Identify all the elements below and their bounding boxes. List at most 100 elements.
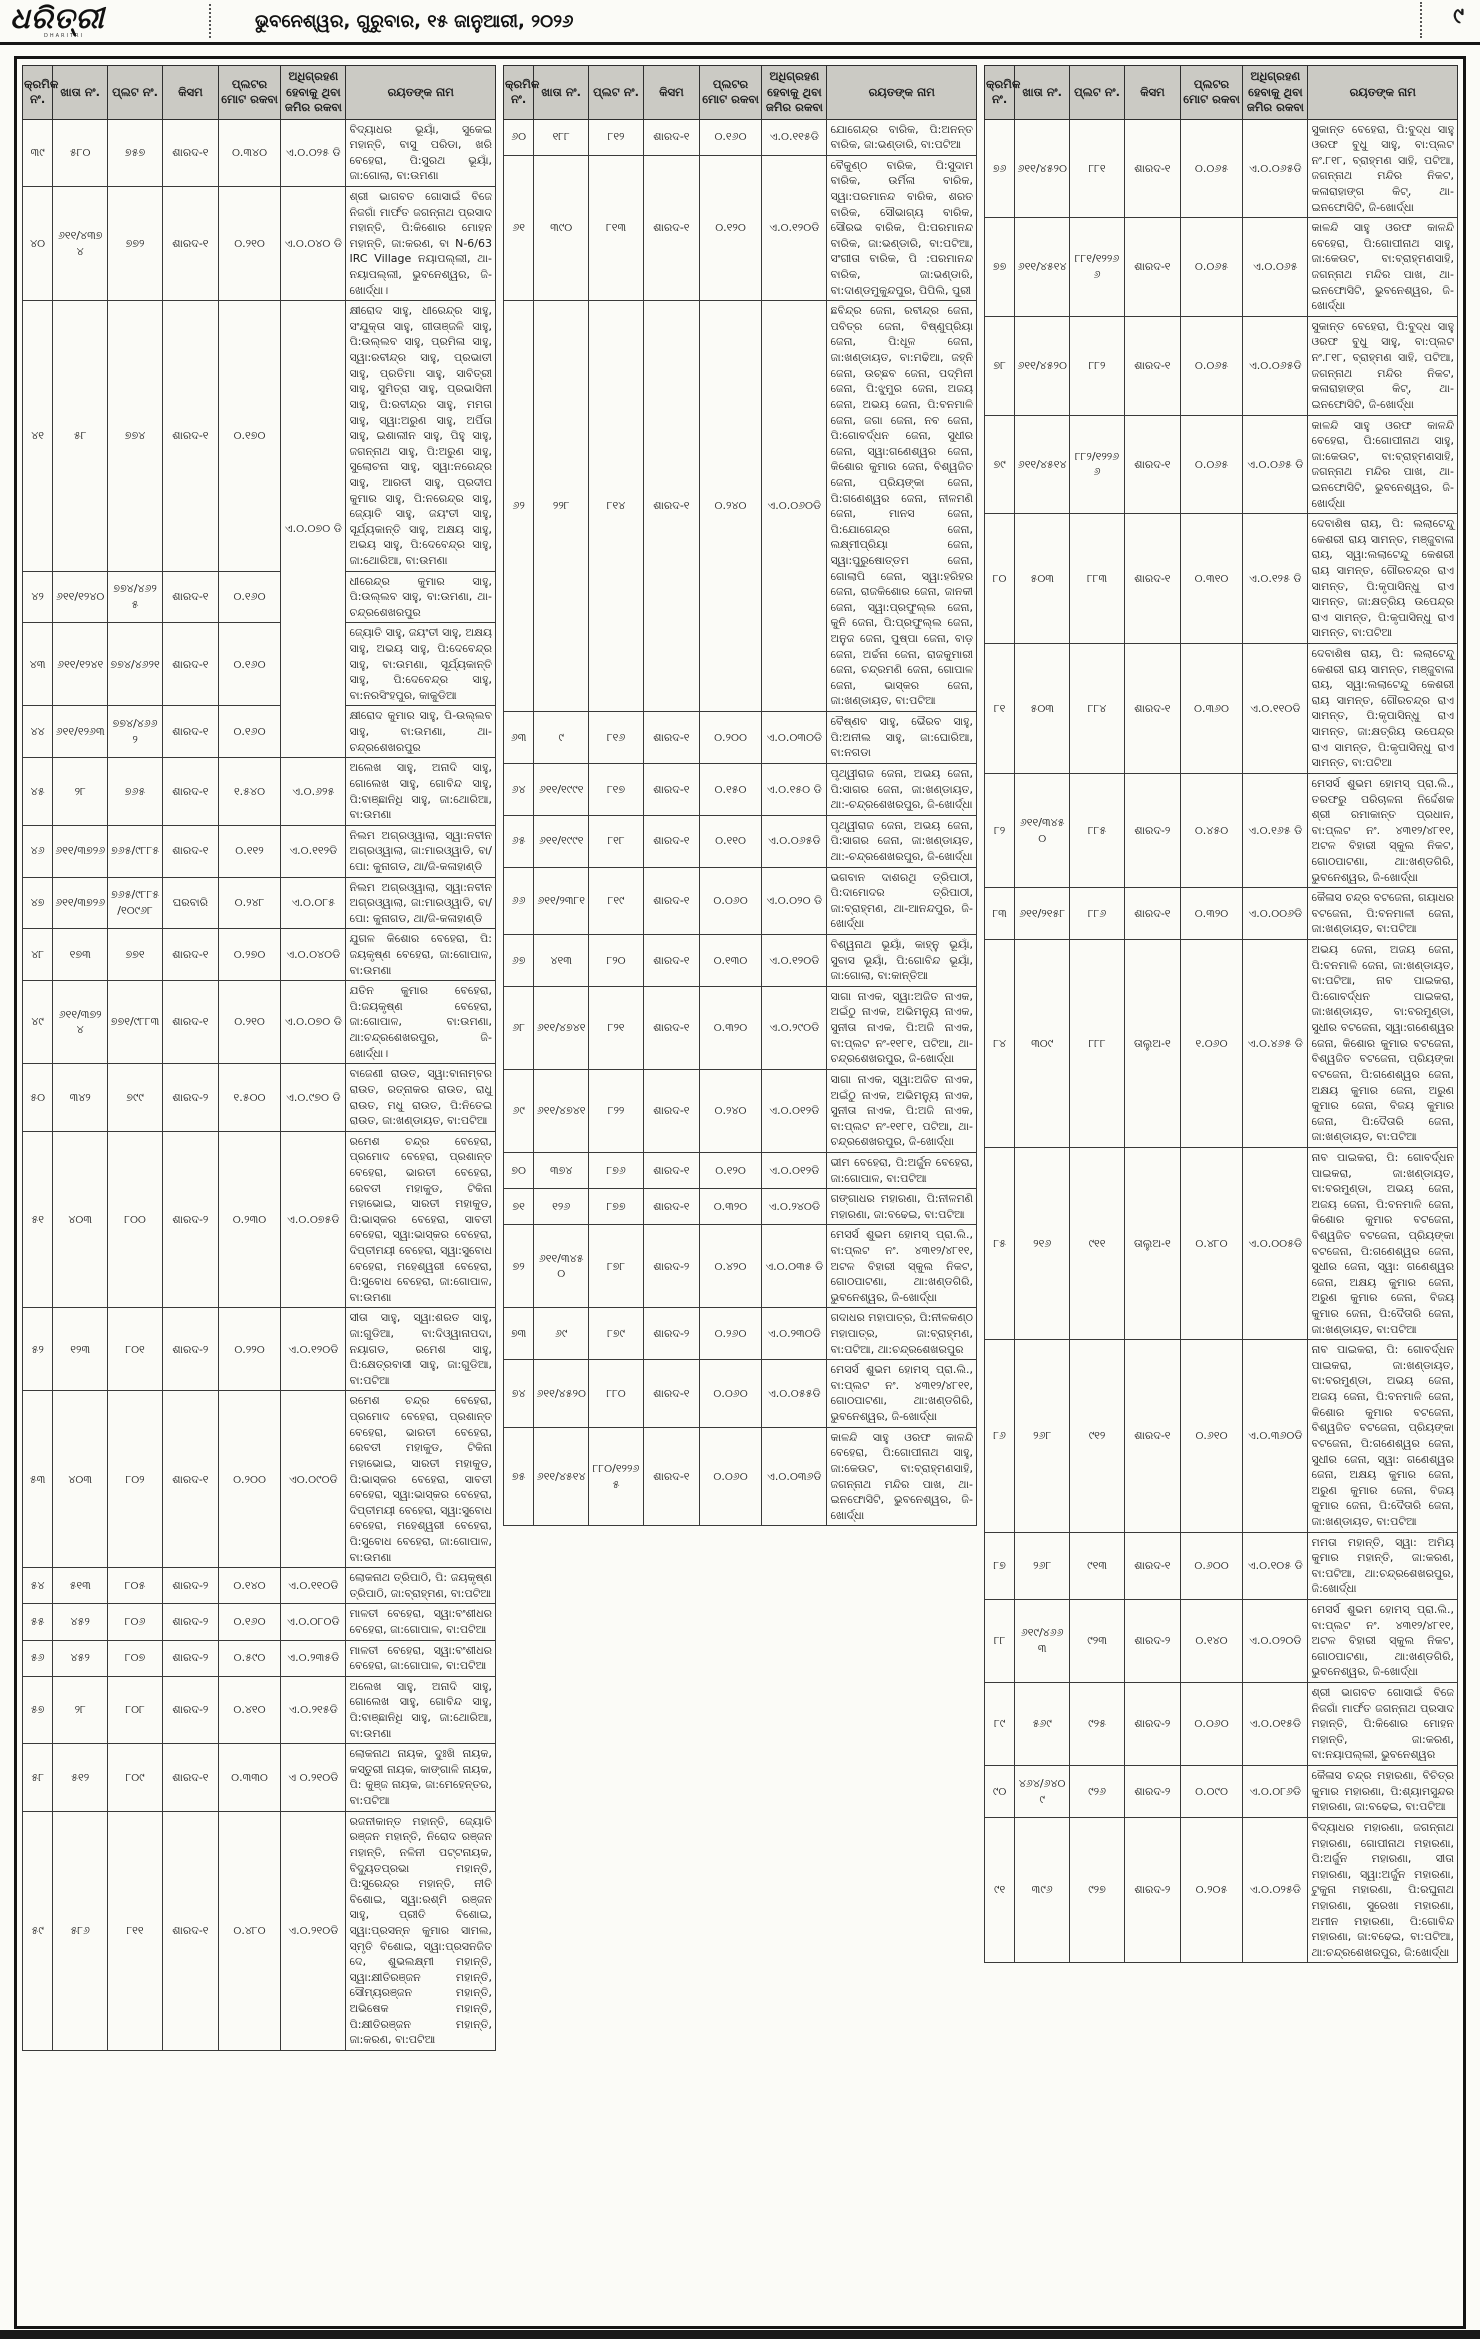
notice-column-right: କ୍ରମିକ ନଂ. ଖାତା ନଂ. ପ୍ଲଟ ନଂ. କିସମ ପ୍ଲଟର ମୋଟ … [984, 65, 1458, 2320]
cell-khata-no: ୫୬୯ [1014, 1682, 1071, 1767]
cell-kisam: ଶାରଦ-୨ [642, 1224, 700, 1309]
cell-khata-no: ୨୧୬ [1014, 1146, 1071, 1341]
cell-plot-no: ୭୭୧ [107, 928, 163, 982]
cell-acquired-area: ଏ.୦.୦୨୦ ଡି [761, 866, 828, 936]
table-row: ୪୭ ୬୧୧/୩୭୨୬ ୭୬୫/୯୮୮୫/୧୦୯୬୮ ଘରବାରି ୦.୨୪୮ ଏ.୦.୦… [22, 876, 496, 930]
cell-plot-area: ୦.୧୬୦ [217, 705, 282, 759]
cell-plot-area: ୦.୪୨୦ [698, 1224, 763, 1309]
cell-rayat-name: ମେସର୍ସ ଶୁଭମ ହୋମସ୍ ପ୍ରା.ଲି., ବା:ପ୍ଲଟ ନଂ. … [826, 1359, 977, 1428]
cell-kisam: ଶାରଦ-୧ [642, 711, 700, 764]
cell-serial-no: ୮୩ [984, 887, 1016, 941]
cell-plot-no: ୮୦୦ [107, 1130, 163, 1309]
cell-acquired-area: ଏ.୦.୦୬୫ଡି [1242, 315, 1309, 416]
cell-khata-no: ୫୮ [52, 300, 109, 572]
cell-kisam: ଶାରଦ-୨ [642, 1307, 700, 1361]
cell-rayat-name: ମେସର୍ସ ଶୁଭମ ହୋମସ୍ ପ୍ରା.ଲି., ତରଫରୁ ପରିଚାଳ… [1307, 772, 1458, 889]
cell-plot-no: ୮୮୧/୧୨୨୬୬ [1069, 217, 1125, 317]
cell-plot-no: ୮୮୪ [1069, 643, 1125, 774]
cell-rayat-name: କ୍ଷୀରୋଦ କୁମାର ସାହୁ, ପି-ଉଲ୍ଲବ ସାହୁ, ବା:ଉମ… [345, 705, 496, 759]
cell-plot-area: ୦.୦୬୫ [1179, 217, 1244, 317]
cell-serial-no: ୭୦ [503, 1151, 535, 1190]
cell-plot-no: ୮୧୪ [588, 300, 644, 713]
cell-plot-area: ୦.୧୬୦ [217, 570, 282, 624]
cell-plot-no: ୮୧୯ [588, 866, 644, 936]
cell-serial-no: ୪୪ [22, 705, 54, 759]
cell-khata-no: ୬୧୯/୪୬୬୩ [1014, 1598, 1071, 1684]
cell-rayat-name: ଅଭୟ ଜେନା, ଅଜୟ ଜେନା, ପି:ବନମାଳି ଜେନା, ଜା:ଖ… [1307, 939, 1458, 1148]
cell-acquired-area: ଏ.୦.୦୧୨ଡି [761, 1068, 828, 1153]
cell-acquired-area: ଏ.୦.୬୨୫ [280, 757, 347, 826]
cell-khata-no: ୨୬୮ [1014, 1531, 1071, 1601]
cell-serial-no: ୭୩ [503, 1307, 535, 1361]
header-khata-no: ଖାତା ନଂ. [52, 65, 109, 120]
cell-plot-no: ୭୬୫/୯୮୮୫/୧୦୯୬୮ [107, 876, 163, 930]
cell-serial-no: ୬୧ [503, 154, 535, 302]
cell-plot-no: ୮୭୭ [588, 1188, 644, 1226]
table-row: ୭୭ ୬୧୧/୪୫୧୪ ୮୮୧/୧୨୨୬୬ ଶାରଦ-୧ ୦.୦୬୫ ଏ.୦.୦୬୫ କାଳ… [984, 217, 1458, 317]
header-plot-no: ପ୍ଲଟ ନଂ. [1069, 65, 1125, 120]
cell-plot-no: ୮୨୧ [588, 985, 644, 1070]
newspaper-logo: ଧରିତ୍ରୀ DHARITRI [0, 3, 205, 39]
cell-rayat-name: ଅଲେଖ ସାହୁ, ଅନାଦି ସାହୁ, ଗୋଲେଖ ସାହୁ, ଗୋବିନ… [345, 1675, 496, 1745]
header-serial-no: କ୍ରମିକ ନଂ. [984, 65, 1020, 120]
rayat-table-middle: କ୍ରମିକ ନଂ. ଖାତା ନଂ. ପ୍ଲଟ ନଂ. କିସମ ପ୍ଲଟର ମୋଟ … [503, 65, 977, 1527]
table-row: ୭୫ ୬୧୧/୪୫୧୪ ୮୮୦/୧୨୨୬୫ ଶାରଦ-୧ ୦.୦୬୦ ଏ.୦.୦୩୬ଡି କ… [503, 1426, 977, 1527]
cell-plot-no: ୮୭୬ [588, 1151, 644, 1190]
cell-plot-area: ୦.୬୦୦ [1179, 1531, 1244, 1601]
cell-kisam: ଶାରଦ-୧ [161, 1390, 219, 1569]
cell-serial-no: ୮୪ [984, 939, 1016, 1148]
cell-kisam: ଶାରଦ-୧ [642, 1188, 700, 1226]
header-khata-no: ଖାତା ନଂ. [533, 65, 590, 120]
cell-plot-area: ୦.୪୮୦ [217, 1810, 282, 2051]
table-row: ୪୦ ୬୧୧/୪୩୭୪ ୭୭୨ ଶାରଦ-୧ ୦.୨୧୦ ଏ.୦.୦୪୦ ଡି ଶ୍ରୀ ଭ… [22, 185, 496, 302]
cell-plot-area: ୦.୩୨୦ [698, 985, 763, 1070]
cell-acquired-area: ଏ.୦.୦୬୫ ଡି [1242, 414, 1309, 515]
cell-acquired-area: ଏ.୦.୨୪୦ଡି [761, 1188, 828, 1226]
table-header-row: କ୍ରମିକ ନଂ. ଖାତା ନଂ. ପ୍ଲଟ ନଂ. କିସମ ପ୍ଲଟର ମୋଟ … [22, 65, 496, 120]
table-row: ୮୩ ୬୧୧/୨୧୫୮ ୮୮୬ ଶାରଦ-୧ ୦.୩୨୦ ଏ.୦.୦୦୬ଡି କୈଳାସ ଚ… [984, 887, 1458, 941]
cell-rayat-name: ସାଗା ନାଏକ, ସ୍ୱା:ଅଜିତ ନାଏକ, ଅଇଁଠୁ ନାଏକ, ଅ… [826, 1068, 977, 1153]
cell-plot-area: ୦.୧୧୨ [217, 824, 282, 878]
cell-serial-no: ୭୮ [984, 315, 1016, 416]
cell-kisam: ଶାରଦ-୧ [161, 1743, 219, 1812]
cell-plot-area: ୦.୩୧୦ [1179, 513, 1244, 645]
cell-rayat-name: କୈଳାସ ଚନ୍ଦ୍ର ମହାରଣା, ବିଚିତ୍ର କୁମାର ମହାରଣ… [1307, 1765, 1458, 1818]
cell-serial-no: ୬୭ [503, 934, 535, 987]
cell-rayat-name: ସୁକାନ୍ତ ବେହେରା, ପି:ବୁଦ୍ଧ ସାହୁ ଓରଫ ବୁଧୁ ସ… [1307, 315, 1458, 416]
cell-rayat-name: ନିଲମ ଅଗ୍ରଓ୍ୱାଲା, ସ୍ୱା:ନବୀନ ଅଗ୍ରଓ୍ୱାଲା, ଜ… [345, 824, 496, 878]
cell-khata-no: ୩୪୨ [52, 1063, 109, 1132]
cell-serial-no: ୮୯ [984, 1682, 1016, 1767]
cell-plot-no: ୭୭୧/୯୮୮୩ [107, 980, 163, 1065]
cell-serial-no: ୫୬ [22, 1639, 54, 1677]
cell-khata-no: ୬୧୧/୩୭୨୬ [52, 876, 109, 930]
cell-kisam: ଶାରଦ-୨ [1123, 1765, 1181, 1818]
cell-khata-no: ୬୧୧/୪୫୧୪ [1014, 217, 1071, 317]
cell-rayat-name: ଯୋଗେନ୍ଦ୍ର ବାରିକ, ପି:ଅନନ୍ତ ବାରିକ, ଜା:ଭଣ୍ଡ… [826, 118, 977, 156]
table-row: ୮୫ ୨୧୬ ୯୧୧ ତାଲୁଅ-୧ ୦.୪୮୦ ଏ.୦.୦୦୫ଡି ନାବ ପାଇକରା,… [984, 1146, 1458, 1341]
cell-rayat-name: କାଳନ୍ଦି ସାହୁ ଓରଫ କାଳନ୍ଦି ବେହେରା, ପି:ଗୋପୀ… [1307, 217, 1458, 317]
cell-acquired-area: ଏ.୦.୧୧୨ଡି [280, 824, 347, 878]
cell-serial-no: ୬୫ [503, 814, 535, 868]
table-row: ୮୯ ୫୬୯ ୯୨୫ ଶାରଦ-୨ ୦.୦୬୦ ଏ.୦.୦୧୫ଡି ଶ୍ରୀ ଭାଗବତ ଗ… [984, 1682, 1458, 1767]
table-row: ୪୧ ୫୮ ୭୭୪ ଶାରଦ-୧ ୦.୧୭୦ ଏ.୦.୦୭୦ ଡି କ୍ଷୀରୋଦ ସାହୁ… [22, 300, 496, 759]
cell-acquired-area: ଏ.୦.୦୪୦ ଡି [280, 185, 347, 302]
header-serial-no: କ୍ରମିକ ନଂ. [22, 65, 58, 120]
table-row: ୫୪ ୫୧୩ ୮୦୫ ଶାରଦ-୨ ୦.୧୪୦ ଏ.୦.୧୧୦ଡି ଲୋକନାଥ ତ୍ରିପ… [22, 1567, 496, 1605]
cell-rayat-name: ଲୋକନାଥ ନାୟକ, ଦୁଃଖି ନାୟକ, କସ୍ତୁରୀ ନାୟକ, କ… [345, 1743, 496, 1812]
cell-plot-no: ୮୧୧ [107, 1810, 163, 2051]
cell-plot-no: ୮୮୬ [1069, 887, 1125, 941]
cell-acquired-area: ଏ.୦.୧୧୦ଡି [280, 1567, 347, 1605]
cell-serial-no: ୩୯ [22, 118, 54, 187]
header-rayat-name: ରୟତଙ୍କ ନାମ [345, 65, 496, 120]
cell-acquired-area: ଏ.୦.୦୨୦ଡି [1242, 1598, 1309, 1684]
cell-khata-no: ୬୧୧/୩୪୫୦ [533, 1224, 590, 1309]
cell-plot-no: ୮୭୮ [588, 1224, 644, 1309]
header-rayat-name: ରୟତଙ୍କ ନାମ [1307, 65, 1458, 120]
cell-rayat-name: ମାଳତୀ ବେହେରା, ସ୍ୱା:ବଂଶୀଧର ବେହେରା, ଜା:ଗୋପ… [345, 1639, 496, 1677]
cell-serial-no: ୭୯ [984, 414, 1016, 515]
cell-rayat-name: ନାବ ପାଇକରା, ପି: ଗୋବର୍ଦ୍ଧନ ପାଇକରା, ଜା:ଖଣ୍… [1307, 1146, 1458, 1341]
cell-khata-no: ୬୧୧/୩୭୨୪ [52, 980, 109, 1065]
cell-plot-area: ୦.୨୪୦ [698, 300, 763, 713]
cell-plot-no: ୭୭୨ [107, 185, 163, 302]
cell-plot-area: ୦.୨୦୦ [698, 711, 763, 764]
